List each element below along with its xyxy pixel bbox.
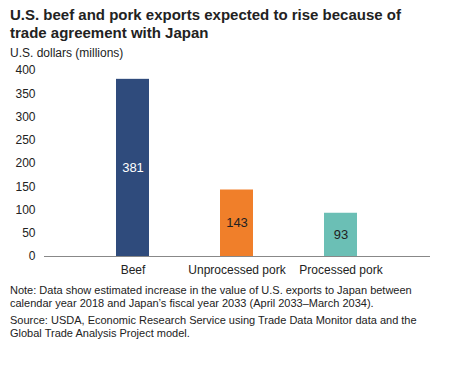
svg-text:Processed pork: Processed pork: [299, 263, 383, 277]
svg-text:200: 200: [15, 156, 35, 170]
svg-text:93: 93: [334, 227, 348, 242]
svg-text:300: 300: [15, 110, 35, 124]
svg-text:250: 250: [15, 133, 35, 147]
html-text:Source: USDA, Economic Researc: Source: USDA, Economic Research Service …: [10, 314, 417, 339]
html-text:U.S. beef and pork exports exp: U.S. beef and pork exports expected to r…: [10, 6, 401, 41]
svg-text:150: 150: [15, 180, 35, 194]
svg-text:381: 381: [122, 160, 144, 175]
svg-text:100: 100: [15, 203, 35, 217]
html-text:U.S. dollars (millions): U.S. dollars (millions): [10, 46, 124, 60]
svg-text:350: 350: [15, 87, 35, 101]
svg-text:400: 400: [15, 63, 35, 77]
svg-text:Unprocessed pork: Unprocessed pork: [188, 263, 286, 277]
svg-text:0: 0: [29, 249, 36, 263]
svg-text:143: 143: [226, 215, 248, 230]
svg-text:50: 50: [22, 226, 36, 240]
html-text:Note: Data show estimated incr: Note: Data show estimated increase in th…: [10, 284, 412, 309]
svg-text:Beef: Beef: [121, 263, 146, 277]
